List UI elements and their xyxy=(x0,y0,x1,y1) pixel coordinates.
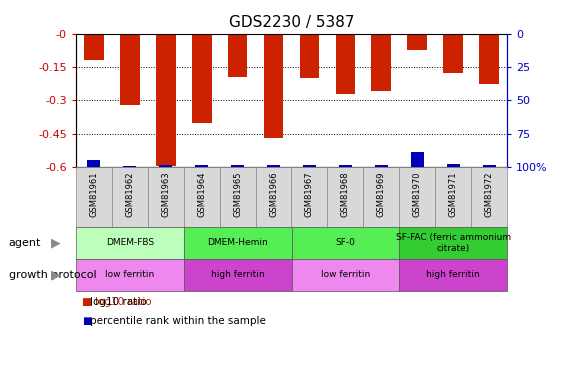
Text: GSM81965: GSM81965 xyxy=(233,172,242,217)
Text: ▶: ▶ xyxy=(51,236,60,249)
Text: log10 ratio: log10 ratio xyxy=(90,297,147,307)
Bar xyxy=(336,34,355,94)
Bar xyxy=(444,34,463,73)
Bar xyxy=(112,167,147,227)
Bar xyxy=(411,152,424,167)
Bar xyxy=(159,165,172,167)
Text: growth protocol: growth protocol xyxy=(9,270,96,280)
Bar xyxy=(220,167,255,227)
Text: ▶: ▶ xyxy=(51,268,60,281)
Text: SF-0: SF-0 xyxy=(335,238,356,248)
Bar xyxy=(156,34,175,166)
Text: DMEM-FBS: DMEM-FBS xyxy=(106,238,154,248)
Bar xyxy=(255,167,292,227)
Bar xyxy=(231,165,244,167)
Bar xyxy=(363,167,399,227)
Text: GSM81970: GSM81970 xyxy=(413,172,422,217)
Bar xyxy=(147,167,184,227)
Bar xyxy=(120,34,139,105)
Bar xyxy=(292,259,399,291)
Text: agent: agent xyxy=(9,238,41,248)
Text: GSM81969: GSM81969 xyxy=(377,172,386,217)
Bar xyxy=(228,34,247,77)
Bar xyxy=(328,167,363,227)
Text: GSM81968: GSM81968 xyxy=(341,172,350,217)
Text: low ferritin: low ferritin xyxy=(321,270,370,279)
Text: GSM81963: GSM81963 xyxy=(161,172,170,217)
Bar xyxy=(371,34,391,92)
Bar xyxy=(292,167,328,227)
Bar xyxy=(399,227,507,259)
Bar xyxy=(399,259,507,291)
Text: ■: ■ xyxy=(82,297,92,307)
Bar xyxy=(436,167,471,227)
Bar xyxy=(303,165,316,167)
Bar xyxy=(184,167,220,227)
Bar xyxy=(264,34,283,138)
Bar xyxy=(375,165,388,167)
Bar xyxy=(184,227,292,259)
Text: GSM81961: GSM81961 xyxy=(89,172,99,217)
Bar xyxy=(267,165,280,167)
Bar xyxy=(124,165,136,167)
Text: ■: ■ xyxy=(82,316,92,326)
Bar xyxy=(192,34,212,123)
Bar xyxy=(292,227,399,259)
Bar xyxy=(84,34,104,60)
Bar xyxy=(184,259,292,291)
Text: GSM81967: GSM81967 xyxy=(305,172,314,217)
Bar xyxy=(339,165,352,167)
Bar xyxy=(408,34,427,50)
Bar xyxy=(447,164,459,167)
Bar xyxy=(483,165,496,167)
Bar xyxy=(471,167,507,227)
Bar xyxy=(300,34,319,78)
Bar xyxy=(76,167,112,227)
Text: SF-FAC (ferric ammonium
citrate): SF-FAC (ferric ammonium citrate) xyxy=(396,233,511,252)
Text: ■ log10 ratio: ■ log10 ratio xyxy=(82,297,151,307)
Text: DMEM-Hemin: DMEM-Hemin xyxy=(207,238,268,248)
Text: GSM81966: GSM81966 xyxy=(269,172,278,217)
Bar xyxy=(87,160,100,167)
Text: GSM81962: GSM81962 xyxy=(125,172,134,217)
Text: GSM81964: GSM81964 xyxy=(197,172,206,217)
Text: percentile rank within the sample: percentile rank within the sample xyxy=(90,316,266,326)
Bar xyxy=(399,167,436,227)
Bar xyxy=(479,34,499,84)
Text: GSM81972: GSM81972 xyxy=(484,172,494,217)
Bar xyxy=(76,227,184,259)
Text: high ferritin: high ferritin xyxy=(427,270,480,279)
Text: low ferritin: low ferritin xyxy=(105,270,154,279)
Bar xyxy=(195,165,208,167)
Text: GSM81971: GSM81971 xyxy=(449,172,458,217)
Title: GDS2230 / 5387: GDS2230 / 5387 xyxy=(229,15,354,30)
Text: high ferritin: high ferritin xyxy=(211,270,264,279)
Bar xyxy=(76,259,184,291)
